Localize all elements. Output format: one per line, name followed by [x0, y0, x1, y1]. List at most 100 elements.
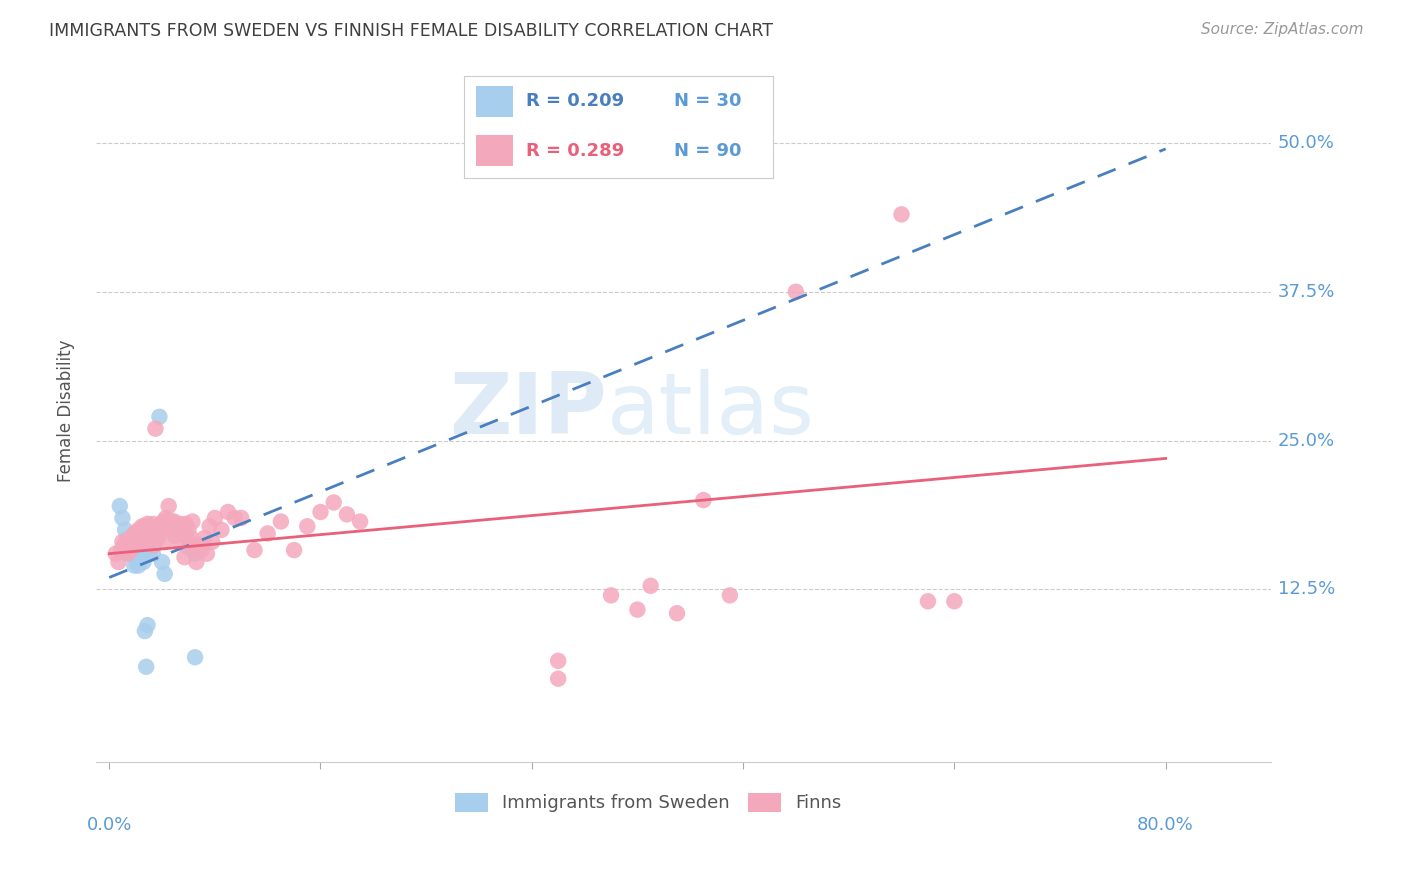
Point	[132, 555, 155, 569]
Point	[890, 207, 912, 221]
Point	[121, 531, 143, 545]
Point	[217, 505, 239, 519]
Point	[148, 519, 170, 533]
Point	[124, 526, 146, 541]
Point	[115, 534, 138, 549]
Y-axis label: Female Disability: Female Disability	[58, 340, 75, 482]
Point	[131, 547, 153, 561]
Point	[138, 534, 160, 549]
Point	[124, 558, 146, 573]
Point	[600, 588, 623, 602]
Point	[124, 547, 146, 561]
Text: N = 90: N = 90	[675, 142, 742, 160]
Point	[139, 523, 162, 537]
Text: 50.0%: 50.0%	[1278, 134, 1334, 152]
Point	[148, 409, 170, 424]
Point	[167, 534, 190, 549]
Point	[135, 660, 157, 674]
Text: 12.5%: 12.5%	[1278, 581, 1336, 599]
Point	[111, 534, 134, 549]
Point	[211, 523, 233, 537]
Point	[943, 594, 966, 608]
Point	[201, 534, 224, 549]
Point	[198, 519, 221, 533]
Point	[160, 515, 183, 529]
Point	[165, 529, 187, 543]
Text: R = 0.209: R = 0.209	[526, 93, 624, 111]
Point	[270, 515, 292, 529]
Text: 0.0%: 0.0%	[87, 815, 132, 834]
Point	[120, 547, 142, 561]
Text: atlas: atlas	[607, 369, 815, 452]
Point	[104, 547, 127, 561]
Point	[149, 516, 172, 531]
Point	[159, 516, 181, 531]
Point	[336, 508, 359, 522]
Point	[150, 523, 173, 537]
Text: IMMIGRANTS FROM SWEDEN VS FINNISH FEMALE DISABILITY CORRELATION CHART: IMMIGRANTS FROM SWEDEN VS FINNISH FEMALE…	[49, 22, 773, 40]
Point	[125, 529, 148, 543]
Point	[692, 493, 714, 508]
Point	[152, 515, 174, 529]
Point	[121, 531, 143, 545]
Point	[283, 543, 305, 558]
Point	[124, 537, 146, 551]
Point	[128, 534, 150, 549]
Point	[224, 511, 246, 525]
Point	[243, 543, 266, 558]
Point	[204, 511, 226, 525]
Point	[718, 588, 741, 602]
Point	[129, 529, 152, 543]
Point	[666, 606, 689, 620]
Point	[156, 519, 179, 533]
Point	[153, 566, 176, 581]
Point	[626, 602, 648, 616]
Point	[143, 538, 166, 552]
Legend: Immigrants from Sweden, Finns: Immigrants from Sweden, Finns	[449, 786, 848, 820]
Point	[170, 523, 193, 537]
Point	[322, 495, 344, 509]
Point	[117, 531, 139, 545]
Point	[136, 516, 159, 531]
Point	[188, 538, 211, 552]
Point	[134, 624, 156, 638]
Text: R = 0.289: R = 0.289	[526, 142, 624, 160]
Point	[127, 543, 149, 558]
Point	[157, 499, 180, 513]
Point	[297, 519, 319, 533]
Point	[135, 526, 157, 541]
Point	[155, 511, 177, 525]
Point	[785, 285, 807, 299]
Point	[150, 555, 173, 569]
Point	[177, 523, 200, 537]
Text: 37.5%: 37.5%	[1278, 283, 1336, 301]
Point	[256, 526, 278, 541]
Point	[136, 618, 159, 632]
Point	[183, 541, 205, 555]
Point	[127, 523, 149, 537]
Point	[125, 555, 148, 569]
Point	[169, 516, 191, 531]
Point	[309, 505, 332, 519]
Text: ZIP: ZIP	[450, 369, 607, 452]
Point	[162, 523, 184, 537]
Point	[132, 523, 155, 537]
Point	[107, 555, 129, 569]
Point	[231, 511, 253, 525]
Point	[128, 550, 150, 565]
Point	[547, 672, 569, 686]
Point	[181, 515, 204, 529]
Text: 80.0%: 80.0%	[1137, 815, 1194, 834]
Point	[138, 547, 160, 561]
Point	[184, 650, 207, 665]
Point	[640, 579, 662, 593]
Point	[172, 523, 194, 537]
Point	[128, 526, 150, 541]
Text: N = 30: N = 30	[675, 93, 742, 111]
Point	[177, 541, 200, 555]
Point	[167, 523, 190, 537]
Point	[180, 531, 202, 545]
Point	[195, 547, 218, 561]
Point	[122, 543, 145, 558]
Point	[120, 543, 142, 558]
